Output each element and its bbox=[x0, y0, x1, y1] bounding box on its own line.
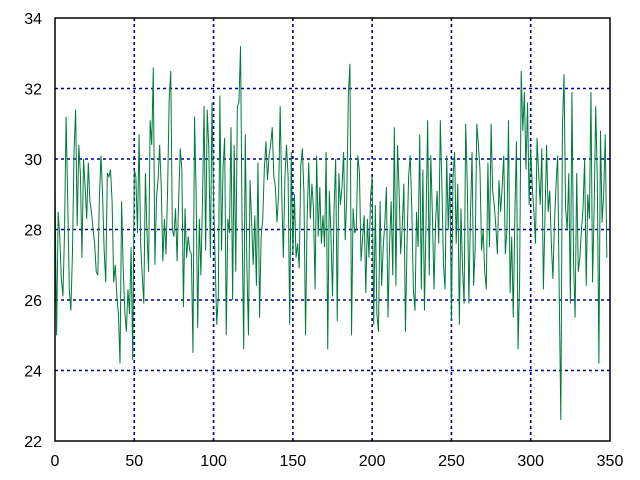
y-tick-label: 30 bbox=[24, 152, 42, 169]
y-tick-label: 26 bbox=[24, 293, 42, 310]
x-tick-label: 100 bbox=[200, 453, 227, 470]
y-tick-label: 28 bbox=[24, 223, 42, 240]
x-tick-label: 250 bbox=[438, 453, 465, 470]
y-axis-ticks: 22 24 26 28 30 32 34 bbox=[24, 11, 42, 451]
x-tick-label: 50 bbox=[125, 453, 143, 470]
y-tick-label: 34 bbox=[24, 11, 42, 28]
x-tick-label: 0 bbox=[51, 453, 60, 470]
plot-frame bbox=[54, 17, 611, 442]
y-tick-label: 24 bbox=[24, 364, 42, 381]
x-axis-ticks: 0 50 100 150 200 250 300 350 bbox=[51, 453, 624, 470]
grid-lines bbox=[55, 18, 610, 441]
y-tick-label: 22 bbox=[24, 434, 42, 451]
y-tick-label: 32 bbox=[24, 82, 42, 99]
series-line bbox=[54, 46, 608, 420]
x-tick-label: 150 bbox=[280, 453, 307, 470]
x-tick-label: 200 bbox=[359, 453, 386, 470]
x-tick-label: 300 bbox=[517, 453, 544, 470]
x-tick-label: 350 bbox=[597, 453, 624, 470]
